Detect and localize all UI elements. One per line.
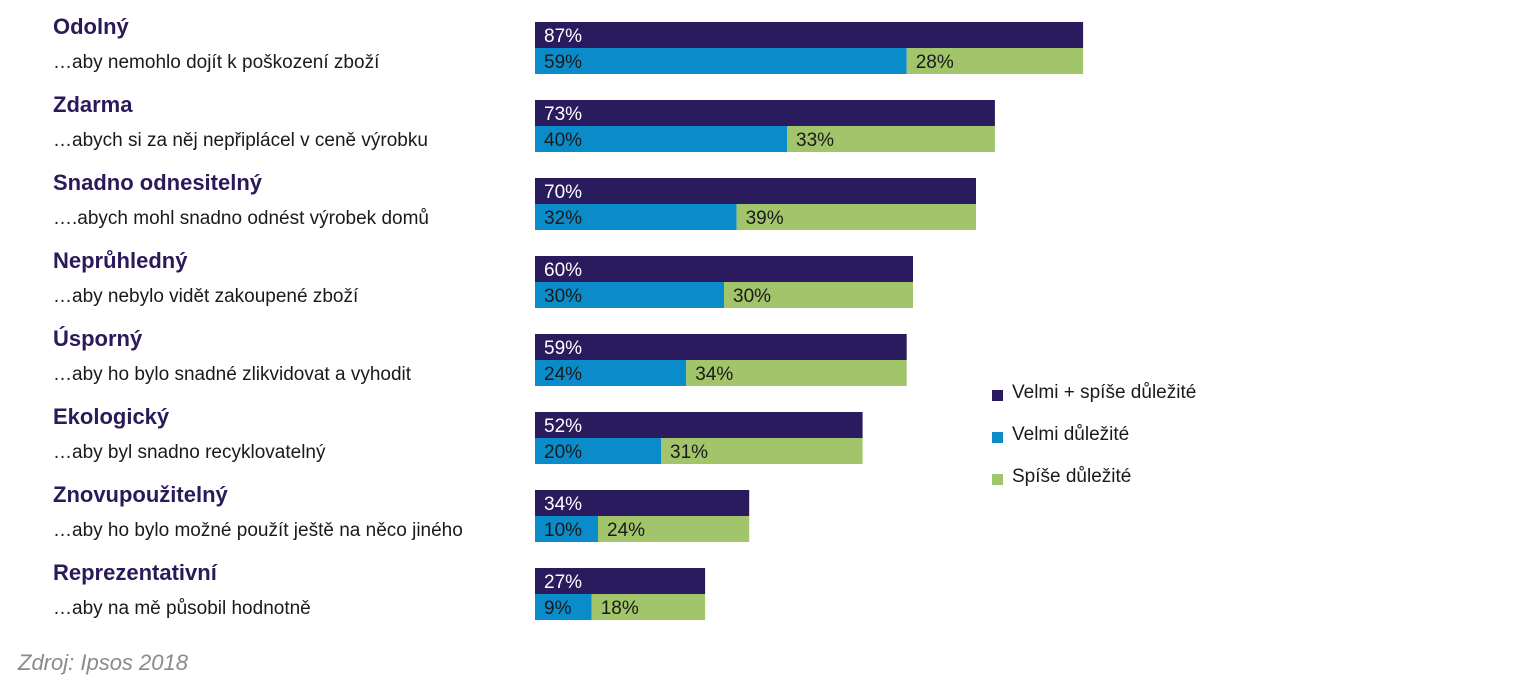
bar-rather-important — [736, 204, 976, 230]
legend-swatch — [992, 390, 1003, 401]
data-label-very-important: 30% — [544, 286, 582, 307]
bar-very-important — [535, 282, 724, 308]
source-note: Zdroj: Ipsos 2018 — [18, 650, 188, 675]
category-subtitle: ….abych mohl snadno odnést výrobek domů — [53, 208, 429, 229]
category-title: Znovupoužitelný — [53, 482, 228, 507]
data-label-very-important: 32% — [544, 208, 582, 229]
category-subtitle: …aby ho bylo snadné zlikvidovat a vyhodi… — [53, 364, 412, 385]
bar-total — [535, 22, 1084, 48]
data-label-rather-important: 24% — [607, 520, 645, 541]
bar-very-important — [535, 438, 661, 464]
bar-rather-important — [787, 126, 995, 152]
data-label-very-important: 24% — [544, 364, 582, 385]
bar-total — [535, 100, 995, 126]
legend-swatch — [992, 474, 1003, 485]
bar-rather-important — [598, 516, 750, 542]
category-title: Snadno odnesitelný — [53, 170, 263, 195]
category-title: Úsporný — [53, 326, 143, 351]
bar-very-important — [535, 204, 737, 230]
bar-total — [535, 178, 976, 204]
legend-swatch — [992, 432, 1003, 443]
bar-total — [535, 412, 863, 438]
data-label-rather-important: 39% — [746, 208, 784, 229]
data-label-rather-important: 34% — [695, 364, 733, 385]
data-label-total: 73% — [544, 104, 582, 125]
data-label-very-important: 10% — [544, 520, 582, 541]
category-title: Neprůhledný — [53, 248, 188, 273]
data-label-total: 34% — [544, 494, 582, 515]
data-label-total: 70% — [544, 182, 582, 203]
bar-rather-important — [591, 594, 706, 620]
bar-very-important — [535, 360, 687, 386]
bar-rather-important — [724, 282, 913, 308]
category-subtitle: …abych si za něj nepřiplácel v ceně výro… — [53, 130, 428, 151]
data-label-total: 60% — [544, 260, 582, 281]
bar-very-important — [535, 48, 907, 74]
data-label-rather-important: 18% — [601, 598, 639, 619]
data-label-total: 27% — [544, 572, 582, 593]
data-label-very-important: 59% — [544, 52, 582, 73]
data-label-very-important: 9% — [544, 598, 572, 619]
bar-total — [535, 568, 706, 594]
category-subtitle: …aby na mě působil hodnotně — [53, 598, 311, 619]
category-subtitle: …aby byl snadno recyklovatelný — [53, 442, 326, 463]
category-labels: Odolný …aby nemohlo dojít k poškození zbo… — [0, 0, 540, 640]
bar-total — [535, 256, 913, 282]
category-title: Zdarma — [53, 92, 133, 117]
bar-rather-important — [906, 48, 1084, 74]
data-label-very-important: 40% — [544, 130, 582, 151]
bar-very-important — [535, 594, 592, 620]
category-subtitle: …aby nemohlo dojít k poškození zboží — [53, 52, 380, 73]
bar-very-important — [535, 516, 598, 542]
bar-rather-important — [661, 438, 863, 464]
legend-label: Spíše důležité — [1012, 466, 1132, 487]
bar-very-important — [535, 126, 787, 152]
data-label-rather-important: 30% — [733, 286, 771, 307]
legend-label: Velmi + spíše důležité — [1012, 382, 1197, 403]
category-title: Ekologický — [53, 404, 170, 429]
data-label-very-important: 20% — [544, 442, 582, 463]
data-label-rather-important: 28% — [916, 52, 954, 73]
data-label-rather-important: 33% — [796, 130, 834, 151]
category-title: Reprezentativní — [53, 560, 217, 585]
data-label-total: 59% — [544, 338, 582, 359]
category-title: Odolný — [53, 14, 129, 39]
bar-rather-important — [686, 360, 907, 386]
category-subtitle: …aby nebylo vidět zakoupené zboží — [53, 286, 359, 307]
data-label-total: 87% — [544, 26, 582, 47]
legend-label: Velmi důležité — [1012, 424, 1130, 445]
category-subtitle: …aby ho bylo možné použít ještě na něco … — [53, 520, 463, 541]
bar-total — [535, 334, 907, 360]
bar-total — [535, 490, 750, 516]
data-label-total: 52% — [544, 416, 582, 437]
data-label-rather-important: 31% — [670, 442, 708, 463]
